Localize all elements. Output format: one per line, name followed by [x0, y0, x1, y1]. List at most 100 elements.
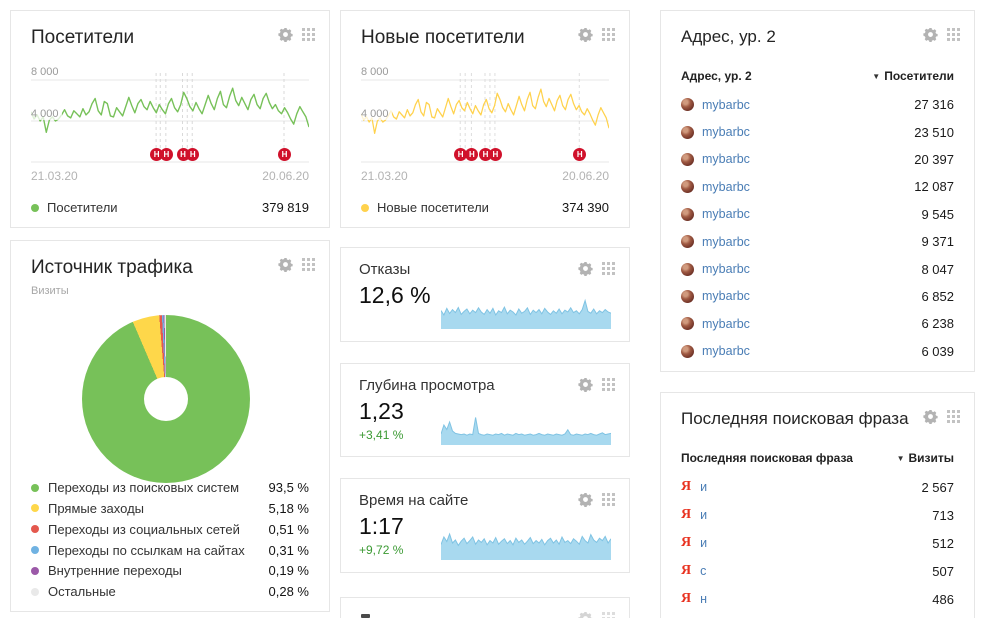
row-value: 512 — [932, 535, 954, 551]
row-link[interactable]: mybarbc — [702, 344, 750, 359]
chart-legend: Посетители 379 819 — [31, 200, 309, 215]
gear-icon[interactable] — [578, 492, 593, 507]
site-favicon-icon — [681, 262, 694, 276]
row-link[interactable]: с — [700, 564, 707, 578]
date-start: 21.03.20 — [31, 169, 78, 183]
widget-title: Последняя поисковая фраза — [681, 409, 909, 428]
x-axis-labels: 21.03.20 20.06.20 — [31, 169, 309, 183]
gear-icon[interactable] — [278, 27, 293, 42]
widget-title: Источник трафика — [31, 257, 193, 278]
row-link[interactable]: и — [700, 480, 708, 494]
widget-last-search-phrase: Последняя поисковая фраза Последняя поис… — [660, 392, 975, 618]
row-link[interactable]: mybarbc — [702, 234, 750, 249]
gear-icon[interactable] — [578, 377, 593, 392]
row-link[interactable]: mybarbc — [702, 207, 750, 222]
drag-handle-icon[interactable] — [302, 258, 315, 271]
site-favicon-icon — [681, 317, 694, 331]
widget-subtitle: Визиты — [31, 285, 69, 297]
gear-icon[interactable] — [923, 27, 938, 42]
table-row: mybarbc 23 510 — [681, 118, 954, 145]
table-header: Адрес, ур. 2 ▼ Посетители — [681, 69, 954, 83]
date-end: 20.06.20 — [562, 169, 609, 183]
sort-desc-icon: ▼ — [896, 453, 905, 463]
gear-icon[interactable] — [578, 261, 593, 276]
event-marker-badge[interactable]: Н — [159, 148, 173, 161]
widget-title: Время на сайте — [359, 492, 469, 509]
table-row: mybarbc 9 545 — [681, 201, 954, 228]
legend-value: 0,19 % — [268, 563, 309, 579]
gear-icon[interactable] — [278, 257, 293, 272]
widget-title: Адрес, ур. 2 — [681, 27, 776, 46]
event-marker-badge[interactable]: Н — [277, 148, 291, 161]
widget-title: Отказы — [359, 261, 411, 278]
row-link[interactable]: и — [700, 536, 708, 550]
widget-traffic-source: Источник трафика Визиты Переходы из поис… — [10, 240, 330, 612]
widget-title: Новые посетители — [361, 27, 525, 48]
drag-handle-icon[interactable] — [602, 612, 615, 618]
metric-value: 1,23 — [359, 398, 404, 424]
row-value: 6 852 — [921, 288, 954, 304]
event-marker-badge[interactable]: Н — [465, 148, 479, 161]
gear-icon[interactable] — [578, 611, 593, 618]
pie-legend-item: Переходы из поисковых систем 93,5 % — [31, 477, 309, 498]
legend-label: Прямые заходы — [48, 500, 145, 516]
row-value: 12 087 — [914, 179, 954, 195]
legend-dot — [31, 483, 39, 492]
legend-value: 0,31 % — [268, 542, 309, 558]
drag-handle-icon[interactable] — [602, 28, 615, 41]
metric-delta: +9,72 % — [359, 543, 404, 557]
y-axis-tick: 8 000 — [31, 66, 62, 78]
row-value: 507 — [932, 563, 954, 579]
row-link[interactable]: mybarbc — [702, 289, 750, 304]
legend-dot — [31, 587, 39, 596]
pie-legend-item: Внутренние переходы 0,19 % — [31, 560, 309, 581]
legend-dot — [31, 566, 39, 575]
date-start: 21.03.20 — [361, 169, 408, 183]
widget-title: Посетители — [31, 27, 135, 48]
row-link[interactable]: и — [700, 508, 708, 522]
event-marker-badge[interactable]: Н — [186, 148, 200, 161]
row-link[interactable]: mybarbc — [702, 316, 750, 331]
row-link[interactable]: mybarbc — [702, 97, 750, 112]
drag-handle-icon[interactable] — [602, 378, 615, 391]
legend-value: 0,28 % — [268, 584, 309, 600]
event-marker-badge[interactable]: Н — [573, 148, 587, 161]
gear-icon[interactable] — [923, 409, 938, 424]
metric-column-header[interactable]: ▼ Визиты — [896, 451, 954, 465]
table-row: mybarbc 20 397 — [681, 146, 954, 173]
drag-handle-icon[interactable] — [602, 262, 615, 275]
widget-header: Источник трафика — [31, 257, 315, 279]
row-link[interactable]: mybarbc — [702, 179, 750, 194]
legend-value: 0,51 % — [268, 521, 309, 537]
gear-icon[interactable] — [578, 27, 593, 42]
site-favicon-icon — [681, 235, 694, 249]
row-value: 9 545 — [921, 206, 954, 222]
legend-dot — [31, 504, 39, 513]
event-marker-badge[interactable]: Н — [488, 148, 502, 161]
row-link[interactable]: mybarbc — [702, 152, 750, 167]
table-row: mybarbc 12 087 — [681, 173, 954, 200]
row-value: 8 047 — [921, 261, 954, 277]
drag-handle-icon[interactable] — [302, 28, 315, 41]
legend-label: Посетители — [47, 200, 118, 215]
drag-handle-icon[interactable] — [602, 493, 615, 506]
row-link[interactable]: mybarbc — [702, 125, 750, 140]
chart-legend: Новые посетители 374 390 — [361, 200, 609, 215]
row-link[interactable]: н — [700, 592, 708, 606]
table-body: mybarbc 27 316 mybarbc 23 510 mybarbc 20 397 m… — [681, 91, 954, 365]
pie-legend-item: Переходы из социальных сетей 0,51 % — [31, 519, 309, 540]
site-favicon-icon — [681, 152, 694, 166]
site-favicon-icon — [681, 98, 694, 112]
drag-handle-icon[interactable] — [947, 410, 960, 423]
table-row: Як476 — [681, 613, 954, 618]
event-marker-badge[interactable]: Н — [454, 148, 468, 161]
row-link[interactable]: mybarbc — [702, 262, 750, 277]
legend-total: 374 390 — [562, 200, 609, 215]
yandex-icon: Я — [681, 507, 692, 522]
metric-column-header[interactable]: ▼ Посетители — [872, 69, 954, 83]
drag-handle-icon[interactable] — [947, 28, 960, 41]
